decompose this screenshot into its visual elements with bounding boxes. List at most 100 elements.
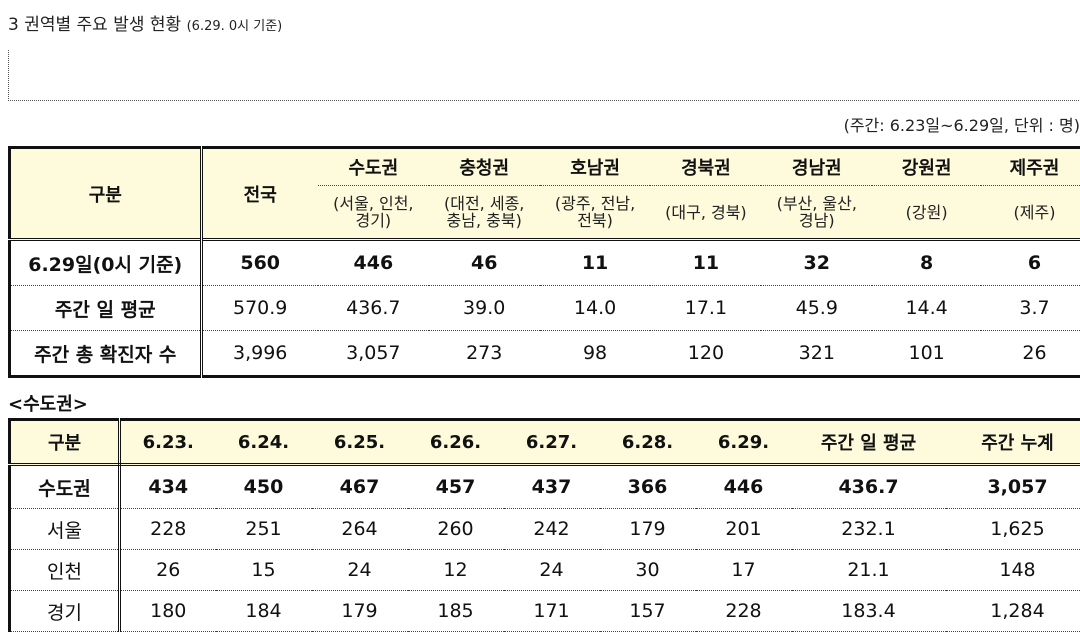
header-region-sub: (서울, 인천,경기): [318, 186, 429, 240]
column-header: 6.25.: [312, 420, 408, 465]
table-cell: 366: [600, 465, 696, 509]
table-cell: 24: [504, 550, 600, 591]
table-cell: 8: [872, 240, 981, 286]
column-header: 구분: [10, 420, 120, 465]
header-region-sub: (대전, 세종,충남, 충북): [429, 186, 540, 240]
row-label: 6.29일(0시 기준): [10, 240, 202, 286]
table-cell: 11: [540, 240, 651, 286]
row-label: 경기: [10, 591, 120, 632]
header-category: 구분: [10, 148, 202, 240]
table-cell: 232.1: [792, 509, 946, 550]
header-region: 충청권: [429, 148, 540, 186]
table-cell: 26: [120, 550, 216, 591]
table-cell: 437: [504, 465, 600, 509]
row-label: 주간 일 평균: [10, 286, 202, 331]
table-cell: 183.4: [792, 591, 946, 632]
header-region: 경남권: [761, 148, 872, 186]
table-cell: 39.0: [429, 286, 540, 331]
table-cell: 11: [650, 240, 761, 286]
table-cell: 179: [600, 509, 696, 550]
table-cell: 201: [696, 509, 792, 550]
table-cell: 228: [120, 509, 216, 550]
table-cell: 185: [408, 591, 504, 632]
section-heading: 3 권역별 주요 발생 현황 (6.29. 0시 기준): [8, 10, 282, 35]
table-cell: 434: [120, 465, 216, 509]
table-cell: 24: [312, 550, 408, 591]
column-header: 6.26.: [408, 420, 504, 465]
table-cell: 570.9: [201, 286, 318, 331]
column-header: 6.24.: [216, 420, 312, 465]
header-region-sub: (강원): [872, 186, 981, 240]
column-header: 주간 누계: [946, 420, 1080, 465]
column-header: 6.29.: [696, 420, 792, 465]
table-cell: 46: [429, 240, 540, 286]
column-header: 6.28.: [600, 420, 696, 465]
header-region-sub: (대구, 경북): [650, 186, 761, 240]
table-cell: 457: [408, 465, 504, 509]
table-cell: 26: [981, 331, 1080, 377]
header-region-sub: (제주): [981, 186, 1080, 240]
column-header: 주간 일 평균: [792, 420, 946, 465]
section-title: 3 권역별 주요 발생 현황: [8, 15, 181, 35]
table-cell: 45.9: [761, 286, 872, 331]
table-cell: 436.7: [792, 465, 946, 509]
table-cell: 1,284: [946, 591, 1080, 632]
header-region: 경북권: [650, 148, 761, 186]
table-cell: 6: [981, 240, 1080, 286]
header-region-sub: (부산, 울산,경남): [761, 186, 872, 240]
table-cell: 450: [216, 465, 312, 509]
table-cell: 260: [408, 509, 504, 550]
table-cell: 184: [216, 591, 312, 632]
table-cell: 273: [429, 331, 540, 377]
table-cell: 3,057: [946, 465, 1080, 509]
table-cell: 17: [696, 550, 792, 591]
table-cell: 14.4: [872, 286, 981, 331]
table-cell: 1,625: [946, 509, 1080, 550]
table-cell: 321: [761, 331, 872, 377]
table-cell: 101: [872, 331, 981, 377]
table-cell: 14.0: [540, 286, 651, 331]
table-cell: 180: [120, 591, 216, 632]
column-header: 6.27.: [504, 420, 600, 465]
row-label: 인천: [10, 550, 120, 591]
period-note: (주간: 6.23일~6.29일, 단위 : 명): [844, 112, 1080, 136]
table-cell: 264: [312, 509, 408, 550]
header-region: 강원권: [872, 148, 981, 186]
table-cell: 467: [312, 465, 408, 509]
table-cell: 32: [761, 240, 872, 286]
table-cell: 120: [650, 331, 761, 377]
table-cell: 171: [504, 591, 600, 632]
table-cell: 3,996: [201, 331, 318, 377]
section-date-note: (6.29. 0시 기준): [187, 19, 283, 34]
header-national: 전국: [201, 148, 318, 240]
table-cell: 560: [201, 240, 318, 286]
row-label: 서울: [10, 509, 120, 550]
table-cell: 148: [946, 550, 1080, 591]
subsection-title: <수도권>: [8, 390, 88, 416]
row-label: 수도권: [10, 465, 120, 509]
regional-summary-table: 구분 전국 수도권 충청권 호남권 경북권 경남권 강원권 제주권 (서울, 인…: [8, 146, 1080, 378]
table-cell: 446: [318, 240, 429, 286]
table-cell: 179: [312, 591, 408, 632]
table-cell: 21.1: [792, 550, 946, 591]
table-cell: 3.7: [981, 286, 1080, 331]
table-cell: 228: [696, 591, 792, 632]
table-cell: 3,057: [318, 331, 429, 377]
table-cell: 242: [504, 509, 600, 550]
header-region: 호남권: [540, 148, 651, 186]
table-cell: 98: [540, 331, 651, 377]
row-label: 주간 총 확진자 수: [10, 331, 202, 377]
dotted-box: [8, 50, 1080, 101]
table-cell: 30: [600, 550, 696, 591]
table-cell: 251: [216, 509, 312, 550]
table-cell: 436.7: [318, 286, 429, 331]
